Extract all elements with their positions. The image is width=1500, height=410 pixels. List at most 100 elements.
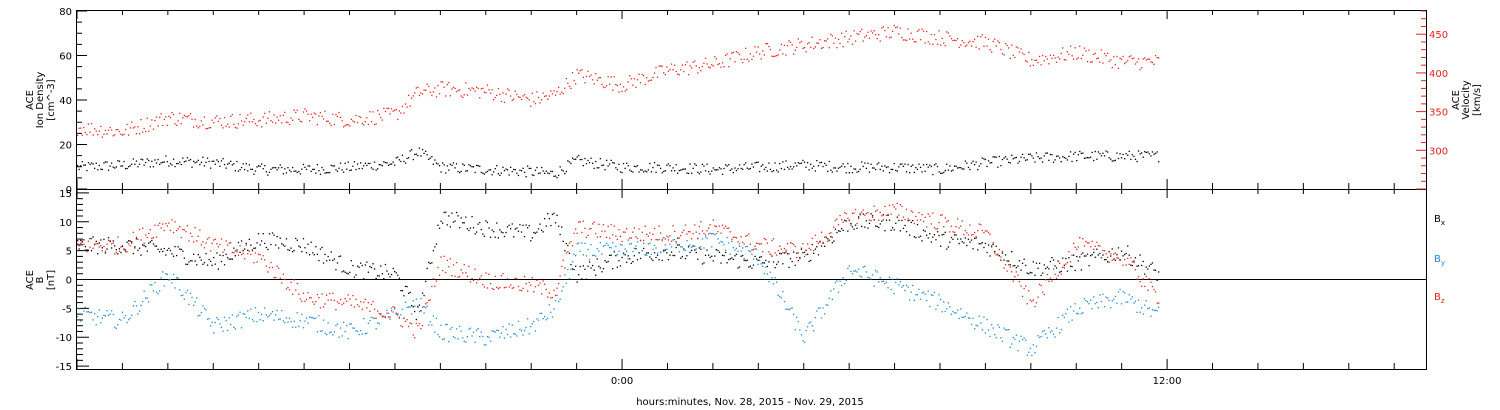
data-point (193, 241, 195, 243)
data-point (1083, 255, 1086, 257)
data-point (808, 247, 810, 250)
data-point (813, 47, 815, 50)
data-point (194, 162, 196, 164)
data-point (762, 251, 764, 253)
data-point (825, 237, 827, 239)
data-point (573, 253, 575, 255)
data-point (850, 222, 852, 225)
data-point (633, 78, 635, 80)
data-point (270, 168, 272, 170)
data-point (1079, 237, 1081, 239)
data-point (879, 223, 881, 225)
data-point (1103, 259, 1106, 261)
data-point (691, 249, 693, 252)
data-point (157, 248, 159, 250)
data-point (131, 121, 133, 123)
data-point (858, 170, 860, 173)
data-point (530, 284, 532, 286)
data-point (609, 254, 611, 256)
data-point (171, 219, 173, 221)
data-point (89, 311, 91, 314)
data-point (694, 245, 696, 247)
data-point (462, 272, 464, 274)
data-point (677, 237, 679, 239)
data-point (360, 162, 362, 164)
data-point (780, 43, 782, 45)
data-point (537, 284, 540, 286)
data-point (500, 100, 502, 103)
data-point (921, 171, 923, 173)
data-point (974, 237, 976, 240)
data-point (808, 322, 810, 324)
data-point (819, 162, 821, 164)
data-point (114, 245, 116, 247)
data-point (537, 228, 540, 230)
data-point (355, 330, 357, 332)
data-point (1102, 249, 1104, 252)
data-point (605, 159, 608, 161)
data-point (292, 293, 294, 295)
data-point (636, 165, 639, 167)
data-point (544, 95, 546, 97)
data-point (469, 165, 472, 167)
data-point (425, 89, 427, 91)
data-point (1097, 244, 1099, 247)
data-point (268, 111, 271, 113)
data-point (135, 305, 138, 307)
data-point (799, 329, 801, 331)
data-point (1001, 53, 1004, 55)
data-point (95, 130, 97, 132)
data-point (592, 264, 594, 267)
data-point (152, 128, 155, 130)
data-point (850, 270, 852, 272)
data-point (728, 227, 730, 229)
data-point (1091, 61, 1093, 63)
data-point (636, 79, 639, 81)
data-point (140, 158, 142, 160)
data-point (341, 335, 343, 337)
data-point (1035, 152, 1038, 154)
data-point (157, 125, 159, 127)
data-point (440, 324, 442, 326)
data-point (567, 251, 569, 253)
data-point (491, 229, 493, 231)
data-point (111, 247, 113, 249)
data-point (369, 265, 371, 268)
data-point (383, 161, 385, 163)
data-point (587, 159, 589, 162)
data-point (910, 165, 912, 167)
data-point (704, 254, 707, 256)
data-point (530, 167, 532, 170)
data-point (1038, 283, 1041, 285)
data-point (888, 204, 891, 207)
data-point (565, 77, 567, 80)
data-point (151, 239, 153, 242)
data-point (257, 253, 260, 255)
data-point (669, 165, 671, 167)
data-point (309, 297, 311, 299)
data-point (383, 107, 385, 109)
data-point (658, 164, 660, 167)
data-point (879, 40, 881, 42)
data-point (776, 281, 778, 283)
data-point (879, 277, 881, 279)
data-point (564, 87, 566, 89)
data-point (827, 238, 829, 240)
data-point (819, 307, 821, 309)
data-point (199, 125, 201, 128)
data-point (955, 312, 957, 314)
data-point (341, 120, 343, 122)
data-point (842, 163, 844, 165)
data-point (550, 90, 552, 92)
data-point (601, 253, 603, 255)
data-point (132, 305, 134, 307)
data-point (672, 225, 674, 227)
data-point (499, 229, 501, 231)
data-point (496, 222, 498, 224)
data-point (873, 219, 875, 221)
data-point (256, 261, 258, 263)
data-point (1142, 260, 1144, 263)
data-point (431, 156, 433, 158)
data-point (588, 261, 591, 263)
data-point (1099, 252, 1101, 255)
